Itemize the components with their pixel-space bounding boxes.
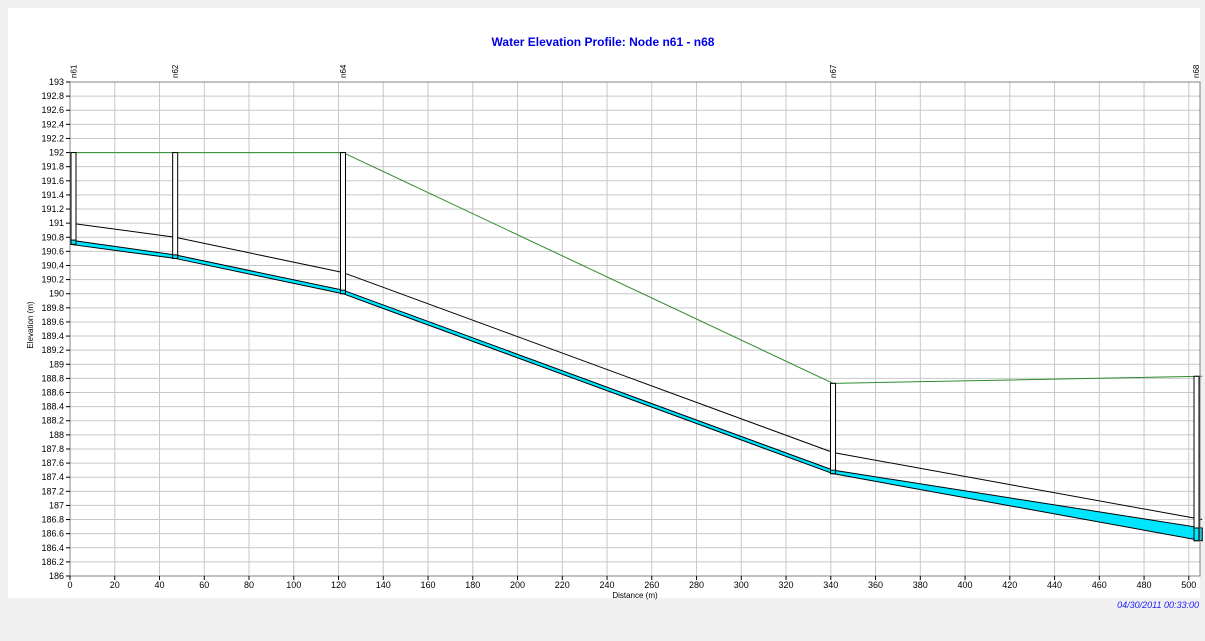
manhole-water-n61	[70, 239, 77, 245]
y-tick-label: 191	[49, 218, 64, 228]
manhole-water-n68	[1193, 527, 1200, 542]
pipe-crown-line	[175, 236, 344, 274]
plot-frame	[69, 81, 1201, 577]
x-tick-label: 140	[376, 580, 391, 590]
y-tick-label: 191.6	[41, 176, 64, 186]
pipe-crown-line	[342, 272, 834, 453]
y-tick-label: 186.4	[41, 543, 64, 553]
x-tick-label: 60	[199, 580, 209, 590]
y-tick-label: 188	[49, 430, 64, 440]
y-tick-label: 187.8	[41, 444, 64, 454]
x-tick-label: 380	[913, 580, 928, 590]
x-tick-label: 260	[644, 580, 659, 590]
pipe-crown-line	[832, 452, 1203, 521]
node-label-n61: n61	[70, 64, 79, 78]
manhole-n62	[172, 152, 179, 259]
x-tick-label: 100	[286, 580, 301, 590]
node-label-n64: n64	[339, 64, 348, 78]
y-tick-label: 190.4	[41, 260, 64, 270]
y-tick-label: 187.4	[41, 472, 64, 482]
x-axis-title: Distance (m)	[612, 591, 658, 600]
y-tick-label: 193	[49, 77, 64, 87]
x-tick-label: 440	[1047, 580, 1062, 590]
y-tick-label: 187.2	[41, 486, 64, 496]
y-tick-label: 189.6	[41, 317, 64, 327]
y-tick-label: 191.8	[41, 162, 64, 172]
manhole-water-n64	[339, 289, 346, 295]
node-label-n62: n62	[171, 64, 180, 78]
x-tick-label: 20	[110, 580, 120, 590]
water-areas	[69, 239, 1203, 542]
node-label-n67: n67	[829, 64, 838, 78]
x-tick-label: 500	[1181, 580, 1196, 590]
y-tick-label: 192.6	[41, 105, 64, 115]
chart-title: Water Elevation Profile: Node n61 - n68	[492, 35, 715, 49]
y-tick-label: 190.8	[41, 232, 64, 242]
node-label-n68: n68	[1192, 64, 1201, 78]
x-tick-label: 180	[465, 580, 480, 590]
pipe-lines	[69, 222, 1203, 521]
x-tick-label: 280	[689, 580, 704, 590]
y-ticks: 186 186.2 186.4 186.6 186.8 187 187.2 187.4 187.…	[41, 77, 70, 581]
y-tick-label: 190.2	[41, 275, 64, 285]
y-tick-label: 192.8	[41, 91, 64, 101]
y-tick-label: 192	[49, 148, 64, 158]
y-tick-label: 186.6	[41, 529, 64, 539]
y-tick-label: 186.8	[41, 515, 64, 525]
x-tick-label: 0	[67, 580, 72, 590]
y-tick-label: 189.2	[41, 345, 64, 355]
y-tick-label: 189	[49, 359, 64, 369]
manhole-n64	[339, 152, 346, 295]
x-ticks: 0 20 40 60 80 100 120 140 160 180 200 220 240 260 280 3…	[67, 576, 1196, 590]
x-tick-label: 220	[555, 580, 570, 590]
x-tick-label: 460	[1092, 580, 1107, 590]
y-tick-label: 191.2	[41, 204, 64, 214]
x-tick-label: 340	[823, 580, 838, 590]
y-tick-label: 186.2	[41, 557, 64, 567]
y-axis-title: Elevation (m)	[26, 301, 35, 348]
y-tick-label: 187	[49, 500, 64, 510]
manhole-water-n62	[172, 254, 179, 259]
y-tick-label: 192.2	[41, 133, 64, 143]
y-tick-label: 188.2	[41, 416, 64, 426]
y-tick-label: 188.8	[41, 373, 64, 383]
x-tick-label: 240	[600, 580, 615, 590]
manhole-n67	[830, 382, 837, 475]
x-tick-label: 360	[868, 580, 883, 590]
node-labels: n61 n62 n64 n67 n68	[70, 64, 1202, 78]
y-tick-label: 189.8	[41, 303, 64, 313]
x-tick-label: 420	[1002, 580, 1017, 590]
x-tick-label: 40	[154, 580, 164, 590]
x-tick-label: 80	[244, 580, 254, 590]
y-tick-label: 190.6	[41, 246, 64, 256]
y-tick-label: 187.6	[41, 458, 64, 468]
x-tick-label: 160	[421, 580, 436, 590]
manholes	[70, 152, 1200, 542]
x-tick-label: 300	[734, 580, 749, 590]
y-tick-label: 192.4	[41, 119, 64, 129]
x-tick-label: 120	[331, 580, 346, 590]
timestamp: 04/30/2011 00:33:00	[1117, 600, 1199, 610]
y-tick-label: 191.4	[41, 190, 64, 200]
y-tick-label: 186	[49, 571, 64, 581]
x-tick-label: 200	[510, 580, 525, 590]
manhole-n68	[1193, 375, 1200, 542]
manhole-n61	[70, 152, 77, 245]
x-tick-label: 480	[1137, 580, 1152, 590]
x-tick-label: 320	[779, 580, 794, 590]
y-tick-label: 190	[49, 289, 64, 299]
y-tick-label: 189.4	[41, 331, 64, 341]
manhole-water-n67	[830, 469, 837, 475]
x-tick-label: 400	[958, 580, 973, 590]
grid	[69, 81, 1200, 577]
y-tick-label: 188.6	[41, 388, 64, 398]
pipe-crown-line	[69, 222, 176, 238]
y-tick-label: 188.4	[41, 402, 64, 412]
